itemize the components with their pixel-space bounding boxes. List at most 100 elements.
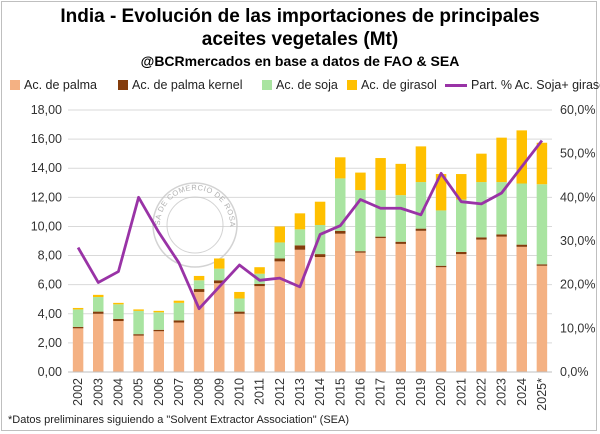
bar-segment-s0 — [435, 267, 447, 372]
bar-segment-s2 — [314, 224, 326, 255]
chart-footnote: *Datos preliminares siguiendo a "Solvent… — [8, 414, 350, 426]
bar-segment-s3 — [93, 294, 104, 298]
x-tick-label: 2004 — [111, 378, 125, 406]
bar-segment-s1 — [133, 334, 144, 336]
bar-segment-s1 — [355, 251, 366, 253]
x-tick-label: 2018 — [394, 378, 408, 406]
bar-segment-s1 — [435, 265, 447, 268]
bar-segment-s2 — [335, 178, 346, 231]
bar-segment-s0 — [72, 328, 84, 372]
y-tick-label: 6,00 — [38, 278, 62, 292]
x-tick-label: 2023 — [495, 378, 509, 406]
bar-segment-s3 — [335, 157, 346, 179]
y2-tick-label: 20,0% — [560, 278, 595, 292]
bar-segment-s0 — [234, 313, 245, 372]
line-part-soja-girasol — [76, 139, 544, 311]
legend-swatch-soja — [262, 80, 272, 90]
chart-title-line2: aceites vegetales (Mt) — [201, 29, 399, 50]
bar-segment-s1 — [113, 318, 124, 322]
bar-segment-s3 — [314, 201, 326, 225]
y2-tick-label: 40,0% — [560, 190, 595, 204]
bar-segment-s2 — [193, 280, 205, 290]
bar-segment-s3 — [496, 137, 507, 183]
bar-segment-s2 — [516, 183, 527, 245]
bar-segment-s1 — [173, 320, 185, 323]
bar-segment-s0 — [375, 238, 386, 372]
bar-segment-s2 — [274, 242, 285, 259]
bar-segment-s3 — [435, 174, 447, 211]
bar-segment-s1 — [335, 230, 346, 234]
bar-segment-s0 — [153, 331, 164, 372]
bar-segment-s1 — [415, 228, 427, 231]
x-tick-label: 2016 — [353, 378, 367, 406]
bar-segment-s2 — [234, 298, 245, 312]
watermark-seal-inner — [166, 196, 224, 254]
bar-segment-s2 — [496, 182, 507, 235]
legend-item-girasol: Ac. de girasol — [347, 78, 437, 92]
bar-segment-s0 — [173, 322, 185, 372]
x-tick-label: 2025* — [535, 378, 549, 411]
x-tick-label: 2006 — [152, 378, 166, 406]
bar-segment-s2 — [72, 309, 84, 327]
bar-segment-s3 — [133, 309, 144, 311]
bar-segment-s2 — [415, 182, 427, 229]
bar-segment-s2 — [435, 210, 447, 266]
bar-segment-s1 — [193, 289, 205, 292]
legend-item-palma: Ac. de palma — [10, 78, 97, 92]
chart-legend: Ac. de palma Ac. de palma kernel Ac. de … — [4, 78, 600, 96]
bar-segment-s3 — [113, 302, 124, 305]
bar-segment-s1 — [375, 236, 386, 239]
bar-segment-s0 — [113, 321, 124, 372]
bar-segment-s0 — [355, 252, 366, 372]
bar-segment-s3 — [456, 174, 467, 200]
bar-segment-s0 — [314, 257, 326, 372]
bar-segment-s1 — [153, 329, 164, 332]
legend-item-part-soja-girasol: Part. % Ac. Soja+ girasol — [445, 78, 600, 92]
bar-segment-s3 — [375, 158, 386, 191]
bar-segment-s2 — [476, 182, 487, 238]
x-tick-label: 2002 — [71, 378, 85, 406]
bar-segment-s2 — [456, 199, 467, 252]
chart-title-line1: India - Evolución de las importaciones d… — [60, 6, 540, 27]
bar-segment-s2 — [294, 229, 306, 246]
bar-segment-s1 — [314, 254, 326, 258]
bar-segment-s1 — [274, 258, 285, 262]
bar-segment-s1 — [294, 245, 306, 250]
bar-segment-s1 — [214, 280, 225, 284]
bar-segment-s3 — [234, 291, 245, 299]
x-tick-label: 2005 — [132, 378, 146, 406]
legend-swatch-part — [445, 83, 467, 87]
x-tick-label: 2008 — [192, 378, 206, 406]
y-tick-label: 16,00 — [31, 132, 62, 146]
bar-segment-s3 — [193, 275, 205, 281]
bar-segment-s0 — [133, 335, 144, 372]
legend-swatch-palma-kernel — [118, 80, 128, 90]
bar-segment-s0 — [193, 291, 205, 372]
bar-segment-s3 — [516, 130, 527, 184]
y-tick-label: 14,00 — [31, 161, 62, 175]
bar-segment-s3 — [72, 307, 84, 310]
y2-tick-label: 60,0% — [560, 103, 595, 117]
bar-segment-s0 — [536, 265, 548, 372]
legend-swatch-girasol — [347, 80, 357, 90]
bar-segment-s1 — [234, 311, 245, 314]
bar-segment-s2 — [173, 302, 185, 321]
y2-tick-label: 30,0% — [560, 234, 595, 248]
y-tick-label: 8,00 — [38, 249, 62, 263]
y2-tick-label: 10,0% — [560, 321, 595, 335]
bar-segment-s3 — [395, 163, 406, 196]
y-tick-label: 4,00 — [38, 307, 62, 321]
bar-segment-s1 — [72, 326, 84, 329]
x-tick-label: 2024 — [515, 378, 529, 406]
bar-segment-s3 — [355, 172, 366, 191]
bar-segment-s1 — [536, 264, 548, 266]
x-tick-label: 2022 — [474, 378, 488, 406]
y2-tick-label: 50,0% — [560, 147, 595, 161]
bar-segment-s2 — [375, 190, 386, 237]
bar-segment-s2 — [113, 304, 124, 319]
bar-segment-s3 — [274, 226, 285, 243]
bar-segment-s0 — [395, 243, 406, 372]
bar-segment-s0 — [415, 230, 427, 372]
bar-segment-s2 — [93, 297, 104, 312]
